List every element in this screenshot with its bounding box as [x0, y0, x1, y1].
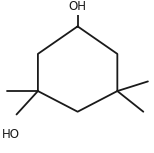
Text: OH: OH [69, 0, 87, 13]
Text: HO: HO [2, 128, 20, 141]
